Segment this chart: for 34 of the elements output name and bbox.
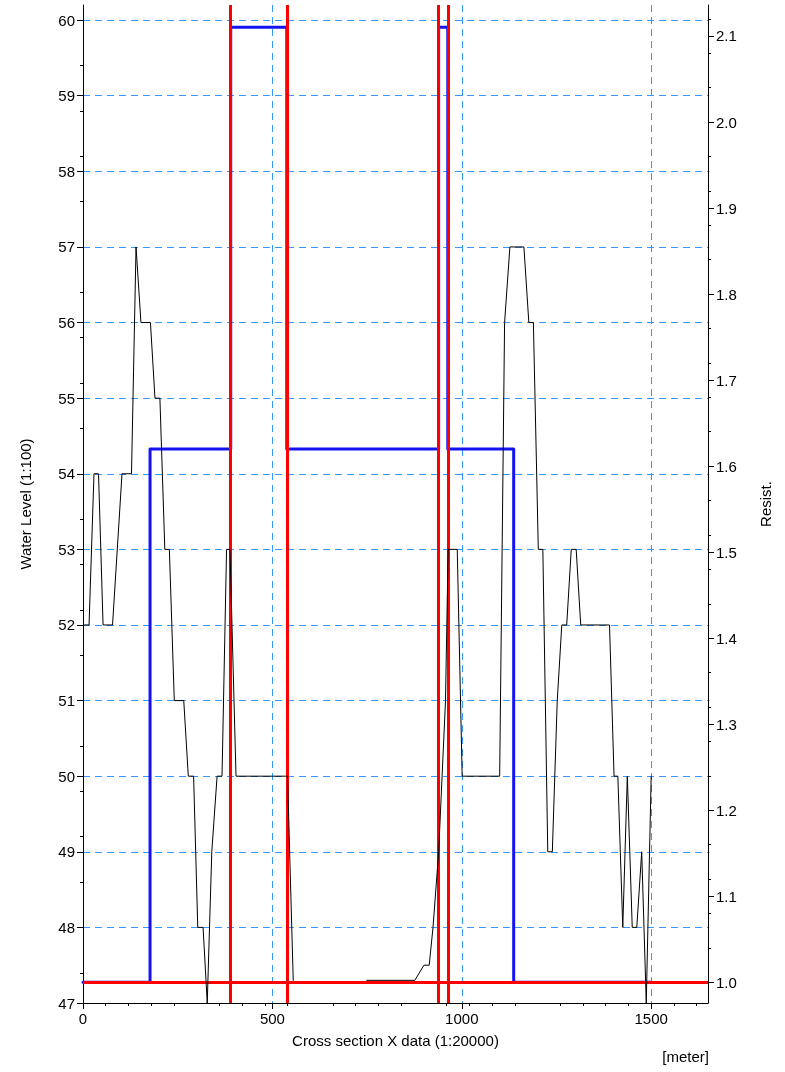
y-tick-label: 54 bbox=[58, 465, 75, 483]
y-tick-label: 52 bbox=[58, 616, 75, 634]
x-tick-label: 500 bbox=[259, 1010, 285, 1027]
y-tick-label: 51 bbox=[58, 692, 75, 710]
y-tick-label: 57 bbox=[58, 238, 75, 256]
x-tick-label: 1000 bbox=[445, 1010, 479, 1027]
y2-tick-label: 2.1 bbox=[716, 27, 737, 45]
y2-tick-label: 1.9 bbox=[716, 199, 737, 217]
y2-tick-label: 1.0 bbox=[716, 973, 737, 991]
y2-tick-label: 1.1 bbox=[716, 887, 737, 905]
x-tick-label: 0 bbox=[78, 1010, 88, 1027]
y-axis-title: Water Level (1:100) bbox=[17, 438, 34, 570]
y2-tick-label: 1.4 bbox=[716, 629, 737, 647]
x-tick-label: 1500 bbox=[634, 1010, 668, 1027]
y-tick-label: 56 bbox=[58, 314, 75, 332]
y2-tick-label: 1.7 bbox=[716, 371, 737, 389]
y-tick-label: 53 bbox=[58, 540, 75, 558]
y-tick-label: 49 bbox=[58, 843, 75, 861]
y2-tick-label: 1.8 bbox=[716, 285, 737, 303]
y-tick-label: 48 bbox=[58, 918, 75, 936]
y2-tick-label: 1.6 bbox=[716, 457, 737, 475]
text: [meter] bbox=[662, 1048, 710, 1065]
x-axis-title: Cross section X data (1:20000) bbox=[292, 1032, 499, 1049]
y2-tick-label: 1.2 bbox=[716, 801, 737, 819]
y-tick-label: 55 bbox=[58, 389, 75, 407]
y-tick-label: 60 bbox=[58, 11, 75, 29]
y2-tick-label: 1.5 bbox=[716, 543, 737, 561]
y-tick-label: 47 bbox=[58, 994, 75, 1012]
y-tick-label: 50 bbox=[58, 767, 75, 785]
y2-tick-label: 2.0 bbox=[716, 113, 737, 131]
y2-axis-title: Resist. bbox=[757, 481, 774, 527]
y-tick-label: 59 bbox=[58, 87, 75, 105]
y2-tick-label: 1.3 bbox=[716, 715, 737, 733]
y-tick-label: 58 bbox=[58, 162, 75, 180]
